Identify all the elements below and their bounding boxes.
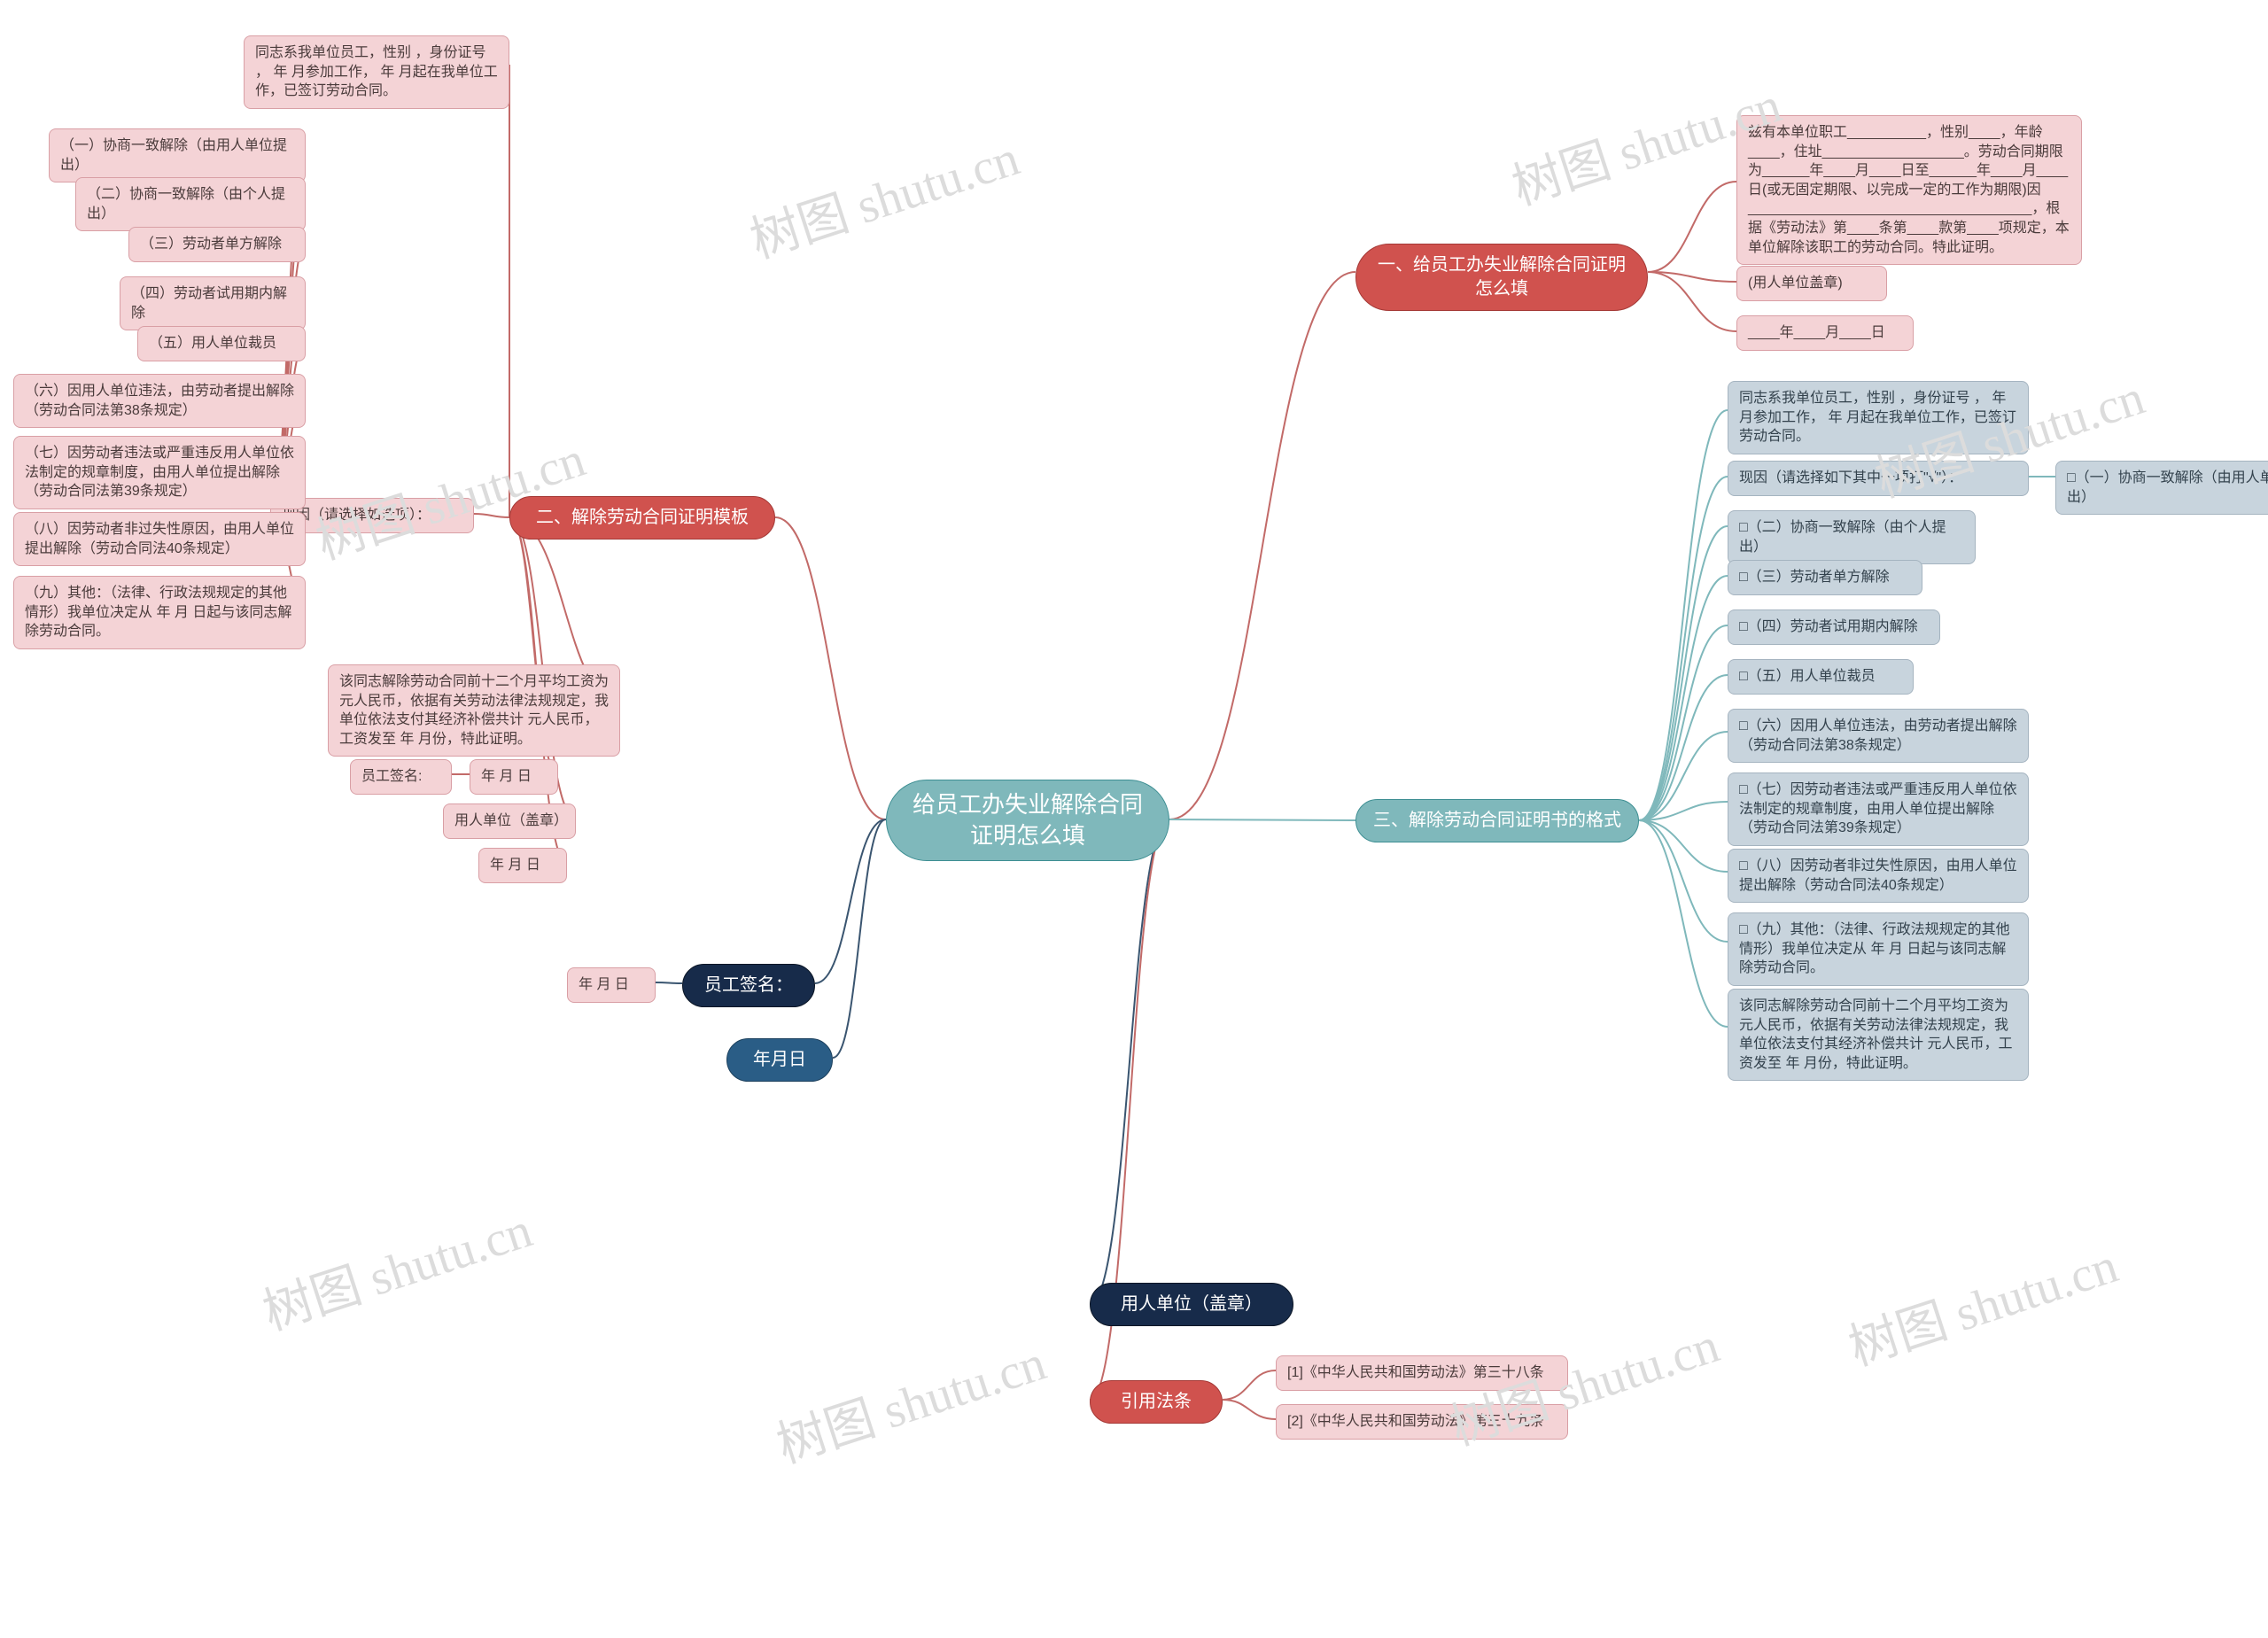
leaf-label: □（三）劳动者单方解除 [1739, 568, 1890, 587]
leaf-b3l4: □（三）劳动者单方解除 [1728, 560, 1922, 595]
leaf-b1l2: (用人单位盖章) [1736, 266, 1887, 301]
leaf-b7l2: [2]《中华人民共和国劳动法》第三十九条 [1276, 1404, 1568, 1440]
branch-label: 年月日 [753, 1048, 806, 1072]
leaf-b2l2c4: （四）劳动者试用期内解除 [120, 276, 306, 330]
branch-b7: 引用法条 [1090, 1380, 1223, 1424]
watermark-7: 树图 shutu.cn [1838, 1225, 2125, 1379]
leaf-label: （九）其他：（法律、行政法规规定的其他情形）我单位决定从 年 月 日起与该同志解… [25, 584, 294, 641]
leaf-label: □（九）其他：（法律、行政法规规定的其他情形）我单位决定从 年 月 日起与该同志… [1739, 920, 2017, 978]
root-root: 给员工办失业解除合同证明怎么填 [886, 780, 1169, 861]
leaf-label: （八）因劳动者非过失性原因，由用人单位提出解除（劳动合同法40条规定） [25, 520, 294, 558]
leaf-label: □（五）用人单位裁员 [1739, 667, 1876, 687]
leaf-label: □（七）因劳动者违法或严重违反用人单位依法制定的规章制度，由用人单位提出解除（劳… [1739, 780, 2017, 838]
watermark-4: 树图 shutu.cn [252, 1190, 540, 1344]
leaf-b2l2c9: （九）其他：（法律、行政法规规定的其他情形）我单位决定从 年 月 日起与该同志解… [13, 576, 306, 649]
branch-b3: 三、解除劳动合同证明书的格式 [1355, 799, 1639, 842]
leaf-b3l6: □（五）用人单位裁员 [1728, 659, 1914, 695]
leaf-label: [1]《中华人民共和国劳动法》第三十八条 [1287, 1363, 1544, 1383]
leaf-label: 员工签名: [361, 767, 422, 787]
branch-label: 三、解除劳动合同证明书的格式 [1373, 809, 1621, 833]
leaf-b3l9: □（八）因劳动者非过失性原因，由用人单位提出解除（劳动合同法40条规定） [1728, 849, 2029, 903]
leaf-b2l2c8: （八）因劳动者非过失性原因，由用人单位提出解除（劳动合同法40条规定） [13, 512, 306, 566]
leaf-b3l8: □（七）因劳动者违法或严重违反用人单位依法制定的规章制度，由用人单位提出解除（劳… [1728, 772, 2029, 846]
leaf-b2l2c5: （五）用人单位裁员 [137, 326, 306, 361]
leaf-b4l1: 年 月 日 [567, 967, 656, 1003]
leaf-label: （六）因用人单位违法，由劳动者提出解除（劳动合同法第38条规定） [25, 382, 294, 420]
branch-label: 员工签名： [704, 974, 793, 998]
leaf-b7l1: [1]《中华人民共和国劳动法》第三十八条 [1276, 1355, 1568, 1391]
branch-b5: 年月日 [726, 1038, 833, 1082]
leaf-label: □（四）劳动者试用期内解除 [1739, 617, 1918, 637]
leaf-label: ____年____月____日 [1748, 323, 1885, 343]
leaf-b3l2c1: □（一）协商一致解除（由用人单位提出） [2055, 461, 2268, 515]
leaf-label: 同志系我单位员工，性别 ，身份证号 ， 年 月参加工作， 年 月起在我单位工作，… [255, 43, 498, 101]
branch-label: 二、解除劳动合同证明模板 [536, 506, 749, 530]
leaf-b3l7: □（六）因用人单位违法，由劳动者提出解除（劳动合同法第38条规定） [1728, 709, 2029, 763]
leaf-b1l3: ____年____月____日 [1736, 315, 1914, 351]
branch-label: 用人单位（盖章） [1121, 1293, 1262, 1316]
leaf-b2l3: 该同志解除劳动合同前十二个月平均工资为 元人民币，依据有关劳动法律法规规定，我单… [328, 664, 620, 757]
leaf-label: 年 月 日 [490, 856, 540, 875]
branch-label: 一、给员工办失业解除合同证明怎么填 [1372, 253, 1631, 301]
watermark-5: 树图 shutu.cn [766, 1323, 1053, 1477]
leaf-b3l5: □（四）劳动者试用期内解除 [1728, 609, 1940, 645]
leaf-label: （七）因劳动者违法或严重违反用人单位依法制定的规章制度，由用人单位提出解除（劳动… [25, 444, 294, 501]
leaf-label: 兹有本单位职工__________，性别____，年龄____，住址______… [1748, 123, 2070, 257]
watermark-1: 树图 shutu.cn [740, 118, 1027, 272]
leaf-label: 现因（请选择如下其中一项打"√"）： [1739, 469, 1962, 488]
leaf-label: 用人单位（盖章） [454, 811, 564, 831]
leaf-label: （五）用人单位裁员 [149, 334, 276, 353]
leaf-label: 同志系我单位员工，性别 ，身份证号 ， 年 月参加工作， 年 月起在我单位工作，… [1739, 389, 2017, 446]
leaf-b2l2c2: （二）协商一致解除（由个人提出） [75, 177, 306, 231]
branch-b4: 员工签名： [682, 964, 815, 1007]
leaf-b2l4c1: 员工签名: [350, 759, 452, 795]
leaf-label: □（一）协商一致解除（由用人单位提出） [2067, 469, 2268, 507]
leaf-label: （三）劳动者单方解除 [140, 235, 282, 254]
leaf-b3l2: 现因（请选择如下其中一项打"√"）： [1728, 461, 2029, 496]
leaf-label: 该同志解除劳动合同前十二个月平均工资为 元人民币，依据有关劳动法律法规规定，我单… [339, 672, 609, 749]
branch-b6: 用人单位（盖章） [1090, 1283, 1293, 1326]
leaf-label: 年 月 日 [481, 767, 532, 787]
leaf-b3l11: 该同志解除劳动合同前十二个月平均工资为 元人民币，依据有关劳动法律法规规定，我单… [1728, 989, 2029, 1081]
leaf-b2l4: 年 月 日 [470, 759, 558, 795]
leaf-label: 该同志解除劳动合同前十二个月平均工资为 元人民币，依据有关劳动法律法规规定，我单… [1739, 997, 2017, 1073]
leaf-b2l6: 年 月 日 [478, 848, 567, 883]
leaf-label: □（六）因用人单位违法，由劳动者提出解除（劳动合同法第38条规定） [1739, 717, 2017, 755]
leaf-b2l1: 同志系我单位员工，性别 ，身份证号 ， 年 月参加工作， 年 月起在我单位工作，… [244, 35, 509, 109]
root-label: 给员工办失业解除合同证明怎么填 [903, 789, 1153, 851]
leaf-b3l10: □（九）其他：（法律、行政法规规定的其他情形）我单位决定从 年 月 日起与该同志… [1728, 912, 2029, 986]
leaf-label: （四）劳动者试用期内解除 [131, 284, 294, 322]
leaf-label: □（八）因劳动者非过失性原因，由用人单位提出解除（劳动合同法40条规定） [1739, 857, 2017, 895]
leaf-label: 年 月 日 [579, 975, 629, 995]
leaf-b3l3: □（二）协商一致解除（由个人提出） [1728, 510, 1976, 564]
leaf-label: [2]《中华人民共和国劳动法》第三十九条 [1287, 1412, 1544, 1432]
leaf-label: (用人单位盖章) [1748, 274, 1843, 293]
leaf-b1l1: 兹有本单位职工__________，性别____，年龄____，住址______… [1736, 115, 2082, 265]
branch-label: 引用法条 [1121, 1390, 1192, 1414]
leaf-label: （二）协商一致解除（由个人提出） [87, 185, 294, 223]
branch-b2: 二、解除劳动合同证明模板 [509, 496, 775, 540]
leaf-label: （一）协商一致解除（由用人单位提出） [60, 136, 294, 175]
leaf-b2l2c7: （七）因劳动者违法或严重违反用人单位依法制定的规章制度，由用人单位提出解除（劳动… [13, 436, 306, 509]
branch-b1: 一、给员工办失业解除合同证明怎么填 [1355, 244, 1648, 311]
leaf-b2l2c3: （三）劳动者单方解除 [128, 227, 306, 262]
leaf-b2l2c6: （六）因用人单位违法，由劳动者提出解除（劳动合同法第38条规定） [13, 374, 306, 428]
leaf-b3l1: 同志系我单位员工，性别 ，身份证号 ， 年 月参加工作， 年 月起在我单位工作，… [1728, 381, 2029, 454]
leaf-b2l2c1: （一）协商一致解除（由用人单位提出） [49, 128, 306, 182]
leaf-label: □（二）协商一致解除（由个人提出） [1739, 518, 1964, 556]
leaf-b2l5: 用人单位（盖章） [443, 803, 576, 839]
